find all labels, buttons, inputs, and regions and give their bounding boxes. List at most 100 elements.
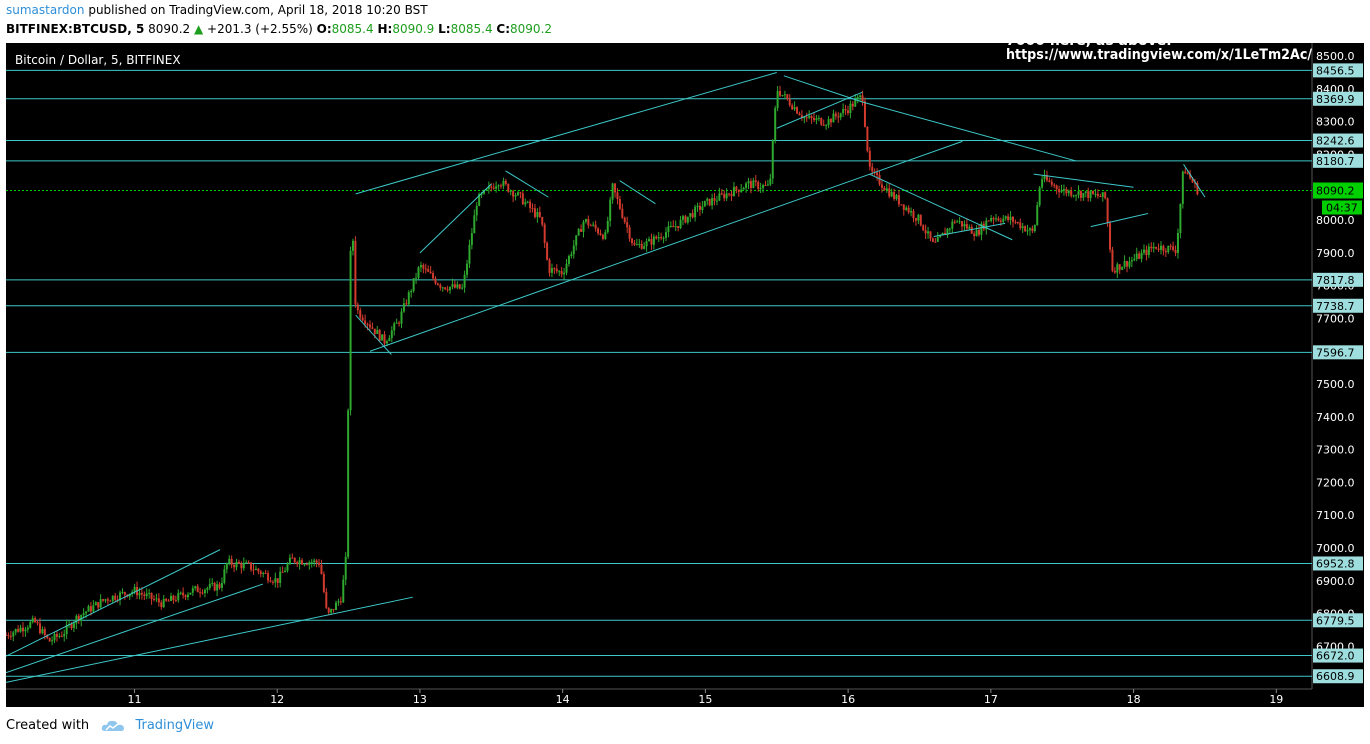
candle-body bbox=[165, 598, 168, 601]
price-tick-label: 8000.0 bbox=[1316, 214, 1355, 227]
candle-body bbox=[611, 183, 614, 200]
price-level-label: 6672.0 bbox=[1316, 650, 1355, 663]
candle-body bbox=[592, 224, 595, 226]
candle-body bbox=[19, 627, 22, 632]
candle-body bbox=[987, 220, 990, 222]
price-tick-label: 7900.0 bbox=[1316, 247, 1355, 260]
candle-body bbox=[393, 323, 396, 331]
candle-body bbox=[1041, 179, 1044, 188]
candle-body bbox=[395, 322, 398, 324]
candle-body bbox=[880, 184, 883, 188]
candle-body bbox=[779, 91, 782, 96]
price-level-badge bbox=[1313, 63, 1363, 78]
candle-body bbox=[458, 284, 461, 289]
candle-body bbox=[936, 237, 939, 242]
candle-body bbox=[189, 592, 192, 595]
candle-body bbox=[1016, 222, 1019, 224]
candle-body bbox=[240, 563, 243, 569]
trend-line bbox=[505, 170, 549, 198]
candle-body bbox=[698, 205, 701, 211]
candle-body bbox=[43, 629, 46, 635]
candle-body bbox=[1050, 181, 1053, 185]
candle-body bbox=[337, 601, 340, 603]
candle-body bbox=[182, 592, 185, 596]
candle-body bbox=[347, 410, 350, 557]
candle-body bbox=[582, 221, 585, 232]
candle-body bbox=[1043, 175, 1046, 180]
candle-body bbox=[601, 234, 604, 239]
close-label: C: bbox=[496, 22, 511, 36]
candle-body bbox=[621, 208, 624, 218]
price-level-label: 6779.5 bbox=[1316, 614, 1355, 627]
candle-body bbox=[980, 223, 983, 235]
high-value: 8090.9 bbox=[392, 22, 435, 36]
price-level-badge bbox=[1313, 613, 1363, 628]
author-link[interactable]: sumastardon bbox=[6, 3, 85, 17]
candle-body bbox=[293, 557, 296, 563]
price-level-badge bbox=[1313, 298, 1363, 313]
candle-body bbox=[1007, 216, 1010, 221]
candle-body bbox=[662, 237, 665, 239]
candle-body bbox=[808, 115, 811, 118]
candle-body bbox=[5, 634, 7, 636]
candle-body bbox=[138, 592, 141, 596]
candle-body bbox=[153, 599, 156, 601]
candle-body bbox=[24, 629, 27, 632]
candle-body bbox=[235, 561, 238, 568]
candle-body bbox=[854, 99, 857, 107]
candle-body bbox=[398, 322, 401, 324]
candle-body bbox=[713, 198, 716, 201]
trend-line bbox=[355, 72, 777, 195]
candle-body bbox=[805, 117, 808, 119]
candle-body bbox=[728, 193, 731, 195]
trend-line bbox=[1183, 164, 1206, 198]
candle-body bbox=[267, 573, 270, 581]
candle-body bbox=[262, 572, 265, 575]
candle-body bbox=[922, 225, 925, 231]
candle-body bbox=[883, 187, 886, 191]
candle-body bbox=[157, 598, 160, 603]
price-level-label: 8180.7 bbox=[1316, 155, 1355, 168]
candle-body bbox=[257, 568, 260, 572]
candle-body bbox=[495, 186, 498, 189]
candle-body bbox=[533, 208, 536, 218]
tradingview-link[interactable]: TradingView bbox=[135, 718, 214, 733]
price-chart[interactable]: 6700.06800.06900.07000.07100.07200.07300… bbox=[5, 33, 1364, 707]
candle-body bbox=[1096, 193, 1099, 197]
candle-body bbox=[92, 605, 95, 612]
candle-body bbox=[58, 635, 61, 637]
price-tick-label: 7400.0 bbox=[1316, 411, 1355, 424]
candle-body bbox=[820, 118, 823, 125]
candle-body bbox=[303, 564, 306, 566]
candle-body bbox=[497, 185, 500, 187]
candle-body bbox=[490, 186, 493, 188]
candle-body bbox=[769, 178, 772, 185]
candle-body bbox=[863, 101, 866, 127]
candle-body bbox=[521, 193, 524, 205]
candle-body bbox=[900, 204, 903, 206]
candle-body bbox=[1162, 245, 1165, 251]
price-tick-label: 6900.0 bbox=[1316, 575, 1355, 588]
candle-body bbox=[468, 245, 471, 264]
candle-body bbox=[1133, 258, 1136, 261]
candle-body bbox=[504, 180, 507, 184]
candle-body bbox=[9, 636, 12, 638]
low-label: L: bbox=[438, 22, 451, 36]
candle-body bbox=[1135, 253, 1138, 259]
candle-body bbox=[1084, 191, 1087, 194]
candle-body bbox=[167, 600, 170, 602]
candle-body bbox=[1031, 228, 1034, 232]
candle-body bbox=[1145, 249, 1148, 256]
candle-body bbox=[446, 289, 449, 291]
candle-body bbox=[41, 629, 44, 634]
candle-body bbox=[38, 623, 41, 634]
candle-body bbox=[783, 94, 786, 96]
candle-body bbox=[1184, 171, 1187, 174]
candle-body bbox=[538, 211, 541, 217]
candle-body bbox=[628, 227, 631, 239]
candle-body bbox=[681, 216, 684, 220]
chart-area[interactable]: 6700.06800.06900.07000.07100.07200.07300… bbox=[5, 33, 1364, 707]
candle-body bbox=[1169, 245, 1172, 247]
candle-body bbox=[1053, 184, 1056, 186]
candle-body bbox=[1002, 218, 1005, 222]
